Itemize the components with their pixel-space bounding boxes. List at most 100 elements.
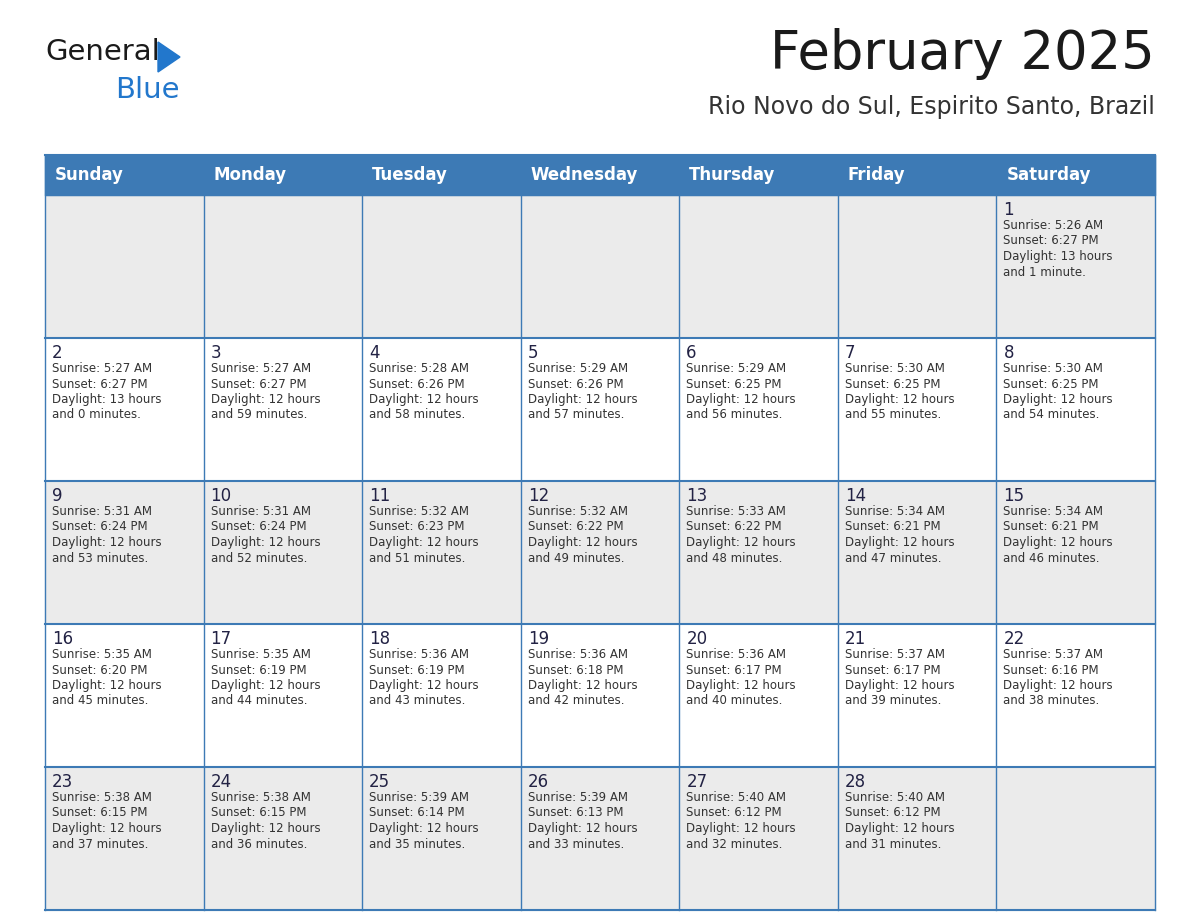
Text: Sunrise: 5:36 AM: Sunrise: 5:36 AM <box>369 648 469 661</box>
Text: Daylight: 12 hours: Daylight: 12 hours <box>369 536 479 549</box>
Text: Sunrise: 5:27 AM: Sunrise: 5:27 AM <box>52 362 152 375</box>
Text: Sunset: 6:19 PM: Sunset: 6:19 PM <box>369 664 465 677</box>
Text: Sunrise: 5:35 AM: Sunrise: 5:35 AM <box>52 648 152 661</box>
Text: 19: 19 <box>527 630 549 648</box>
Text: Sunrise: 5:37 AM: Sunrise: 5:37 AM <box>845 648 944 661</box>
Text: Sunset: 6:25 PM: Sunset: 6:25 PM <box>845 377 941 390</box>
Text: Monday: Monday <box>214 166 286 184</box>
Text: Sunrise: 5:30 AM: Sunrise: 5:30 AM <box>1004 362 1104 375</box>
Text: Sunrise: 5:28 AM: Sunrise: 5:28 AM <box>369 362 469 375</box>
Text: 16: 16 <box>52 630 74 648</box>
Text: Sunrise: 5:29 AM: Sunrise: 5:29 AM <box>687 362 786 375</box>
Polygon shape <box>158 42 181 72</box>
Text: 28: 28 <box>845 773 866 791</box>
Text: Sunset: 6:22 PM: Sunset: 6:22 PM <box>527 521 624 533</box>
Text: Daylight: 13 hours: Daylight: 13 hours <box>52 393 162 406</box>
Text: 24: 24 <box>210 773 232 791</box>
Text: and 0 minutes.: and 0 minutes. <box>52 409 141 421</box>
Text: Sunset: 6:15 PM: Sunset: 6:15 PM <box>210 807 307 820</box>
Text: Daylight: 12 hours: Daylight: 12 hours <box>527 393 637 406</box>
Text: Sunset: 6:19 PM: Sunset: 6:19 PM <box>210 664 307 677</box>
Text: and 56 minutes.: and 56 minutes. <box>687 409 783 421</box>
Text: Sunrise: 5:31 AM: Sunrise: 5:31 AM <box>210 505 310 518</box>
Text: and 35 minutes.: and 35 minutes. <box>369 837 466 850</box>
Text: 25: 25 <box>369 773 391 791</box>
Text: Sunrise: 5:33 AM: Sunrise: 5:33 AM <box>687 505 786 518</box>
Text: Daylight: 12 hours: Daylight: 12 hours <box>845 822 954 835</box>
Text: 17: 17 <box>210 630 232 648</box>
Bar <box>45 155 1155 195</box>
Bar <box>45 767 1155 910</box>
Text: and 36 minutes.: and 36 minutes. <box>210 837 307 850</box>
Text: and 59 minutes.: and 59 minutes. <box>210 409 307 421</box>
Text: Sunset: 6:27 PM: Sunset: 6:27 PM <box>52 377 147 390</box>
Text: 18: 18 <box>369 630 391 648</box>
Text: 1: 1 <box>1004 201 1015 219</box>
Text: Sunset: 6:25 PM: Sunset: 6:25 PM <box>1004 377 1099 390</box>
Text: and 31 minutes.: and 31 minutes. <box>845 837 941 850</box>
Text: Sunrise: 5:36 AM: Sunrise: 5:36 AM <box>527 648 627 661</box>
Text: and 40 minutes.: and 40 minutes. <box>687 695 783 708</box>
Text: Sunset: 6:21 PM: Sunset: 6:21 PM <box>845 521 941 533</box>
Text: 8: 8 <box>1004 344 1013 362</box>
Text: Sunset: 6:15 PM: Sunset: 6:15 PM <box>52 807 147 820</box>
Text: Sunrise: 5:37 AM: Sunrise: 5:37 AM <box>1004 648 1104 661</box>
Text: Sunset: 6:22 PM: Sunset: 6:22 PM <box>687 521 782 533</box>
Text: Daylight: 12 hours: Daylight: 12 hours <box>369 393 479 406</box>
Text: and 48 minutes.: and 48 minutes. <box>687 552 783 565</box>
Text: Daylight: 12 hours: Daylight: 12 hours <box>1004 393 1113 406</box>
Text: Sunrise: 5:31 AM: Sunrise: 5:31 AM <box>52 505 152 518</box>
Text: and 57 minutes.: and 57 minutes. <box>527 409 624 421</box>
Text: 20: 20 <box>687 630 707 648</box>
Text: 12: 12 <box>527 487 549 505</box>
Text: and 42 minutes.: and 42 minutes. <box>527 695 624 708</box>
Text: Sunrise: 5:40 AM: Sunrise: 5:40 AM <box>687 791 786 804</box>
Text: Sunrise: 5:38 AM: Sunrise: 5:38 AM <box>210 791 310 804</box>
Text: Daylight: 12 hours: Daylight: 12 hours <box>845 393 954 406</box>
Text: Sunrise: 5:34 AM: Sunrise: 5:34 AM <box>845 505 944 518</box>
Text: Sunset: 6:12 PM: Sunset: 6:12 PM <box>845 807 941 820</box>
Text: 23: 23 <box>52 773 74 791</box>
Text: Friday: Friday <box>848 166 905 184</box>
Text: 3: 3 <box>210 344 221 362</box>
Text: Rio Novo do Sul, Espirito Santo, Brazil: Rio Novo do Sul, Espirito Santo, Brazil <box>708 95 1155 119</box>
Text: and 55 minutes.: and 55 minutes. <box>845 409 941 421</box>
Text: Sunrise: 5:27 AM: Sunrise: 5:27 AM <box>210 362 311 375</box>
Text: Sunset: 6:25 PM: Sunset: 6:25 PM <box>687 377 782 390</box>
Text: 7: 7 <box>845 344 855 362</box>
Text: General: General <box>45 38 159 66</box>
Text: 10: 10 <box>210 487 232 505</box>
Text: Daylight: 12 hours: Daylight: 12 hours <box>210 536 321 549</box>
Text: Daylight: 12 hours: Daylight: 12 hours <box>527 536 637 549</box>
Text: Sunset: 6:27 PM: Sunset: 6:27 PM <box>1004 234 1099 248</box>
Text: 2: 2 <box>52 344 63 362</box>
Text: Sunrise: 5:32 AM: Sunrise: 5:32 AM <box>527 505 627 518</box>
Text: Sunrise: 5:26 AM: Sunrise: 5:26 AM <box>1004 219 1104 232</box>
Text: Daylight: 12 hours: Daylight: 12 hours <box>687 393 796 406</box>
Text: Daylight: 12 hours: Daylight: 12 hours <box>210 822 321 835</box>
Text: and 44 minutes.: and 44 minutes. <box>210 695 307 708</box>
Text: Blue: Blue <box>115 76 179 104</box>
Text: Wednesday: Wednesday <box>531 166 638 184</box>
Text: Sunset: 6:21 PM: Sunset: 6:21 PM <box>1004 521 1099 533</box>
Text: Sunrise: 5:29 AM: Sunrise: 5:29 AM <box>527 362 627 375</box>
Text: 26: 26 <box>527 773 549 791</box>
Text: Sunset: 6:27 PM: Sunset: 6:27 PM <box>210 377 307 390</box>
Text: and 49 minutes.: and 49 minutes. <box>527 552 624 565</box>
Text: Sunrise: 5:35 AM: Sunrise: 5:35 AM <box>210 648 310 661</box>
Text: and 1 minute.: and 1 minute. <box>1004 265 1086 278</box>
Text: Daylight: 12 hours: Daylight: 12 hours <box>687 822 796 835</box>
Bar <box>45 195 1155 338</box>
Text: Sunset: 6:24 PM: Sunset: 6:24 PM <box>210 521 307 533</box>
Text: Sunrise: 5:39 AM: Sunrise: 5:39 AM <box>369 791 469 804</box>
Text: Sunrise: 5:38 AM: Sunrise: 5:38 AM <box>52 791 152 804</box>
Text: Sunrise: 5:39 AM: Sunrise: 5:39 AM <box>527 791 627 804</box>
Text: Sunrise: 5:34 AM: Sunrise: 5:34 AM <box>1004 505 1104 518</box>
Text: Sunrise: 5:32 AM: Sunrise: 5:32 AM <box>369 505 469 518</box>
Text: Sunset: 6:23 PM: Sunset: 6:23 PM <box>369 521 465 533</box>
Text: Daylight: 12 hours: Daylight: 12 hours <box>52 679 162 692</box>
Text: February 2025: February 2025 <box>770 28 1155 80</box>
Text: Sunset: 6:18 PM: Sunset: 6:18 PM <box>527 664 624 677</box>
Text: 14: 14 <box>845 487 866 505</box>
Text: Sunrise: 5:30 AM: Sunrise: 5:30 AM <box>845 362 944 375</box>
